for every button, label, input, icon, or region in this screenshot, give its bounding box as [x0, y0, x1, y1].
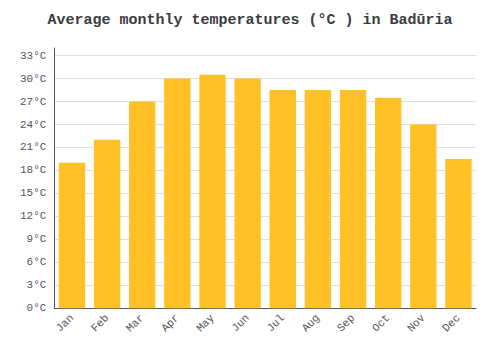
svg-text:Dec: Dec — [440, 312, 462, 334]
svg-text:3°C: 3°C — [27, 279, 47, 291]
svg-text:Feb: Feb — [89, 312, 111, 334]
svg-text:21°C: 21°C — [20, 141, 47, 153]
svg-text:Jul: Jul — [265, 312, 287, 334]
svg-text:Apr: Apr — [159, 312, 181, 334]
svg-text:33°C: 33°C — [20, 50, 47, 62]
svg-text:27°C: 27°C — [20, 96, 47, 108]
svg-text:Nov: Nov — [405, 312, 428, 335]
svg-text:Jun: Jun — [229, 312, 251, 334]
svg-text:30°C: 30°C — [20, 73, 47, 85]
svg-text:Average monthly temperatures (: Average monthly temperatures (°C ) in Ba… — [47, 12, 452, 29]
svg-text:12°C: 12°C — [20, 210, 47, 222]
svg-text:Aug: Aug — [300, 312, 322, 334]
svg-text:6°C: 6°C — [27, 256, 47, 268]
svg-text:0°C: 0°C — [27, 302, 47, 314]
svg-text:18°C: 18°C — [20, 164, 47, 176]
svg-text:May: May — [194, 312, 217, 335]
svg-text:Oct: Oct — [370, 312, 392, 334]
svg-text:9°C: 9°C — [27, 233, 47, 245]
svg-text:Mar: Mar — [124, 312, 146, 334]
svg-text:Jan: Jan — [54, 312, 76, 334]
svg-text:24°C: 24°C — [20, 119, 47, 131]
svg-text:Sep: Sep — [335, 312, 357, 334]
svg-text:15°C: 15°C — [20, 187, 47, 199]
